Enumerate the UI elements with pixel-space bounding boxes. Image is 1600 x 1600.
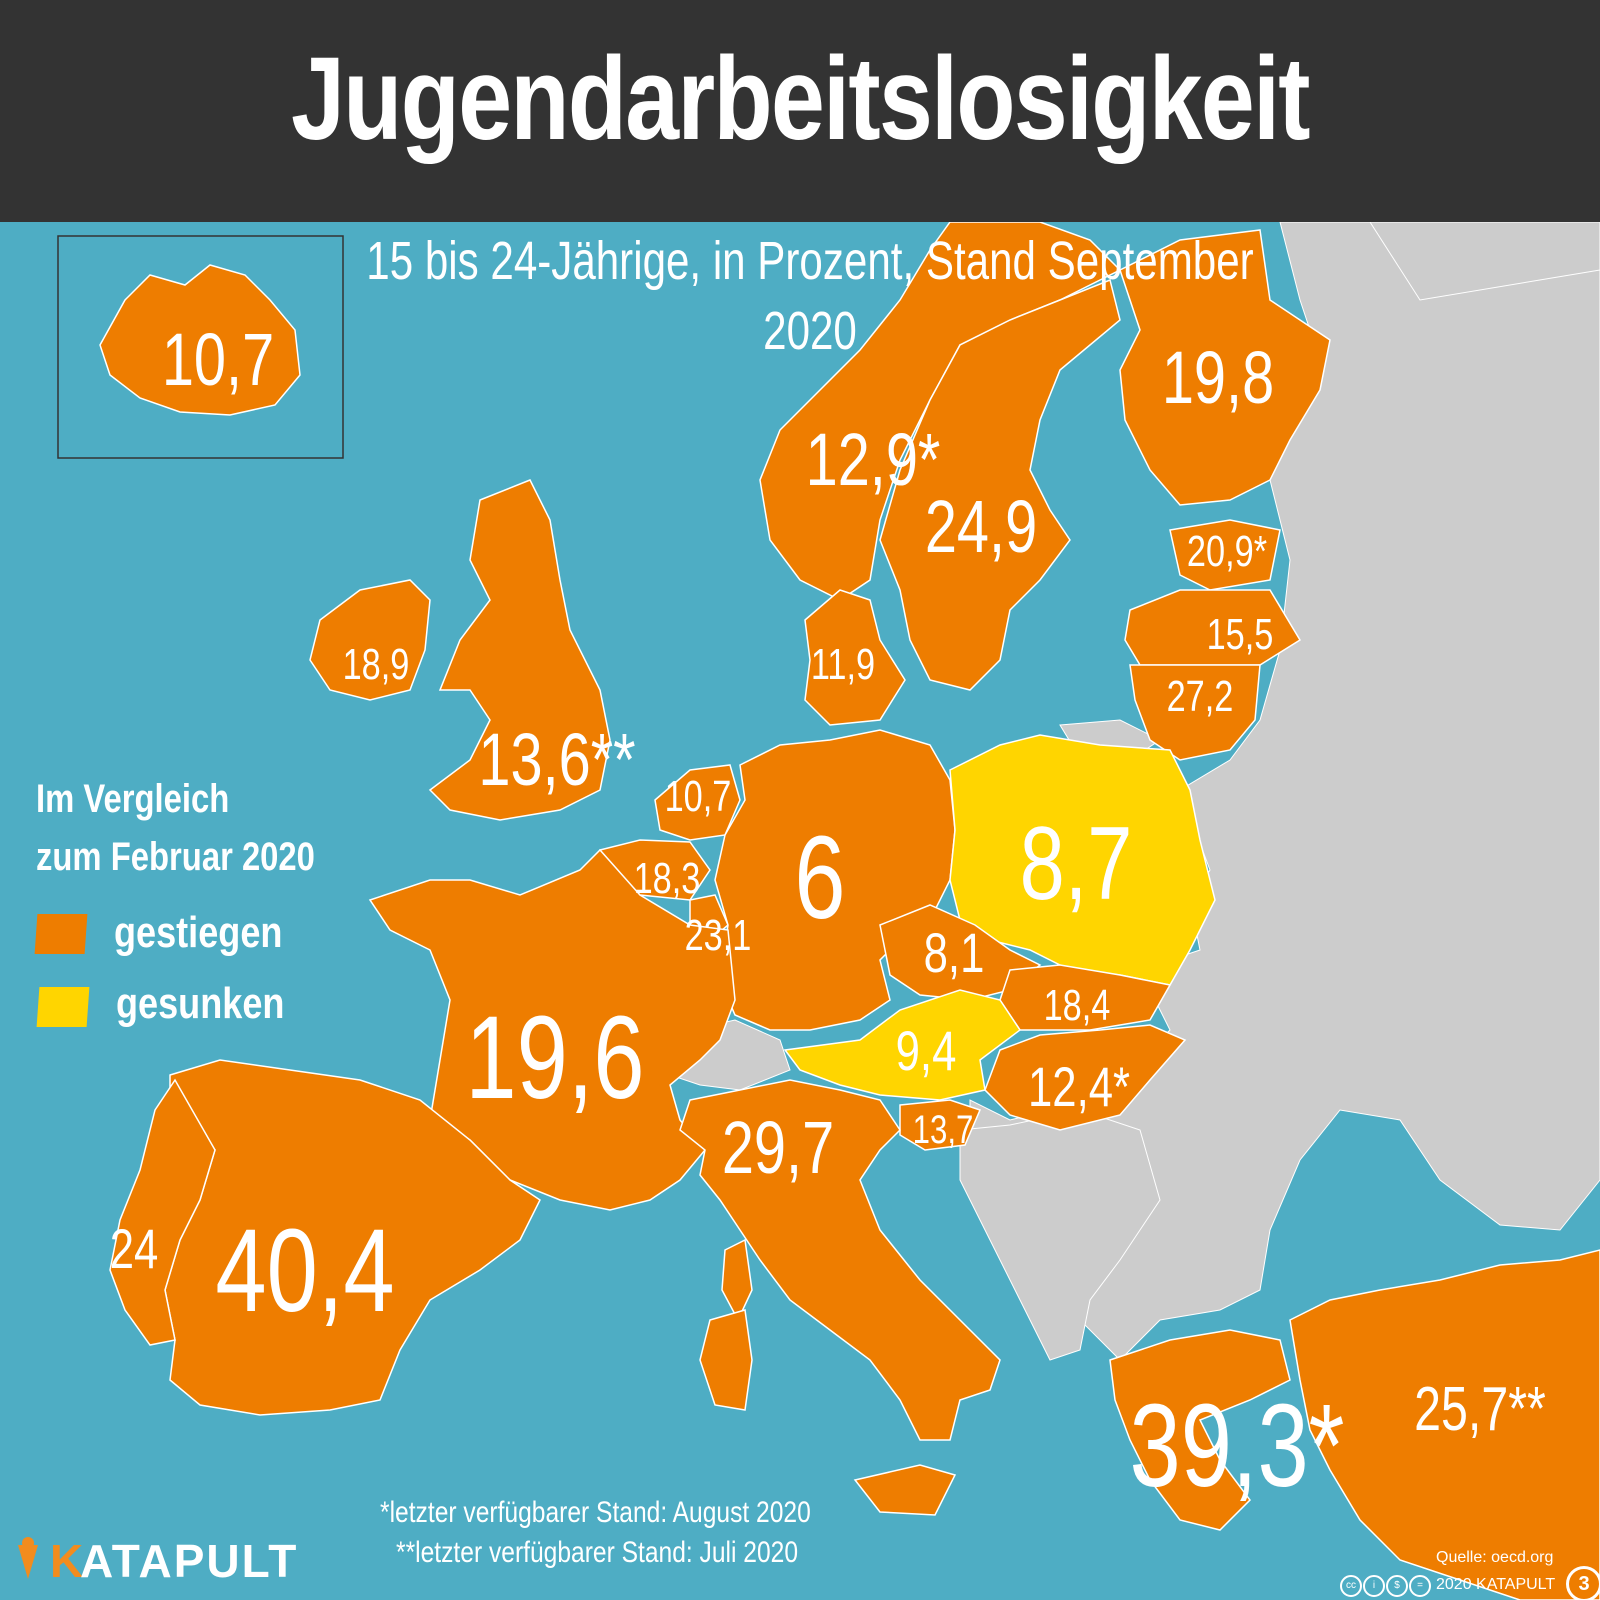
footnote-two-star: **letzter verfügbarer Stand: Juli 2020	[396, 1536, 799, 1569]
legend-title-line1: Im Vergleich	[36, 777, 230, 821]
country-estonia	[1169, 519, 1281, 591]
issue-badge: 3	[1566, 1566, 1600, 1600]
cc-nd-icon: =	[1409, 1575, 1431, 1597]
country-finland	[1119, 229, 1331, 506]
value-label-uk: 13,6**	[478, 718, 636, 801]
value-label-luxembourg: 23,1	[684, 911, 752, 960]
country-portugal	[109, 1078, 216, 1346]
country-lithuania	[1129, 664, 1261, 761]
value-label-latvia: 15,5	[1206, 610, 1274, 659]
legend-title: Im Vergleich zum Februar 2020	[36, 770, 315, 886]
value-label-poland: 8,7	[1019, 806, 1133, 922]
country-sweden	[879, 278, 1121, 691]
legend-label-increased: gestiegen	[114, 908, 283, 957]
value-label-hungary: 12,4*	[1027, 1055, 1131, 1118]
country-hungary	[984, 1024, 1187, 1131]
value-label-portugal: 24	[109, 1217, 159, 1280]
island-sicily	[853, 1464, 957, 1516]
region-no-data-iceland-neighbors	[1369, 221, 1600, 301]
value-label-denmark: 11,9	[810, 640, 876, 689]
value-label-belgium: 18,3	[633, 854, 701, 903]
value-label-austria: 9,4	[895, 1019, 957, 1082]
legend-swatch-decreased	[36, 987, 90, 1027]
country-slovenia	[899, 1099, 982, 1151]
country-france	[368, 848, 736, 1211]
country-netherlands	[654, 764, 741, 841]
page-title: Jugendarbeitslosigkeit	[291, 33, 1310, 165]
country-germany	[714, 729, 956, 1031]
island-corsica	[721, 1238, 753, 1322]
logo-letter-k: K	[50, 1535, 84, 1587]
page-subtitle: 15 bis 24-Jährige, in Prozent, Stand Sep…	[366, 231, 1254, 361]
value-label-estonia: 20,9*	[1186, 527, 1268, 576]
cc-nc-icon: $	[1386, 1575, 1408, 1597]
value-label-norway: 12,9*	[805, 418, 941, 501]
cc-by-icon: i	[1363, 1575, 1385, 1597]
footnote-one-star: *letzter verfügbarer Stand: August 2020	[380, 1496, 811, 1529]
value-label-netherlands: 10,7	[664, 772, 732, 821]
legend-swatch-increased	[34, 914, 88, 954]
country-iceland	[99, 264, 301, 416]
value-label-iceland: 10,7	[161, 318, 275, 401]
value-label-sweden: 24,9	[924, 485, 1038, 568]
country-austria	[783, 989, 1022, 1101]
country-italy	[679, 1079, 1001, 1441]
value-label-lithuania: 27,2	[1166, 672, 1234, 721]
country-denmark	[804, 589, 906, 726]
country-turkey	[1289, 1249, 1600, 1600]
value-label-ireland: 18,9	[342, 640, 410, 689]
value-label-spain: 40,4	[215, 1205, 395, 1337]
value-label-germany: 6	[794, 812, 846, 944]
katapult-logo-icon	[18, 1537, 38, 1579]
iceland-inset-frame	[57, 235, 344, 459]
value-label-slovakia: 18,4	[1043, 981, 1111, 1030]
value-label-finland: 19,8	[1161, 336, 1275, 419]
value-label-greece: 39,3*	[1129, 1380, 1345, 1512]
copyright-note: 2020 KATAPULT	[1436, 1576, 1556, 1593]
legend-title-line2: zum Februar 2020	[36, 835, 315, 879]
value-label-slovenia: 13,7	[912, 1108, 974, 1152]
value-label-czechia: 8,1	[923, 921, 985, 984]
country-norway	[759, 221, 1122, 601]
legend-label-decreased: gesunken	[116, 979, 285, 1028]
title-bar	[0, 0, 1600, 222]
value-label-italy: 29,7	[721, 1106, 835, 1189]
country-poland	[949, 734, 1216, 986]
cc-license-icon: cc	[1340, 1575, 1362, 1597]
island-sardinia	[699, 1309, 753, 1411]
country-greece	[1109, 1329, 1291, 1531]
value-label-france: 19,6	[465, 992, 645, 1124]
country-uk	[428, 479, 611, 821]
logo-wordmark: ATAPULT	[80, 1535, 299, 1587]
country-ireland	[309, 579, 431, 701]
value-label-turkey: 25,7**	[1414, 1375, 1546, 1444]
source-note: Quelle: oecd.org	[1436, 1549, 1554, 1566]
